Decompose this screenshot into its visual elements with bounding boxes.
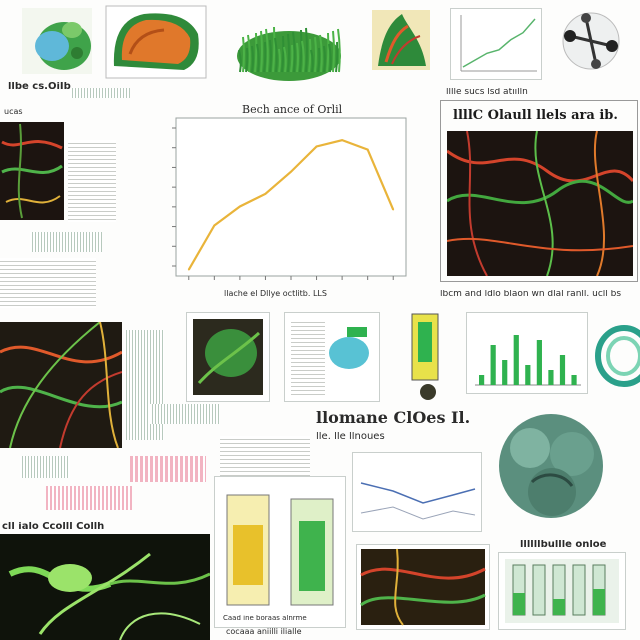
bar [490, 345, 496, 385]
bar [525, 365, 531, 385]
data-point [366, 148, 369, 151]
grass-blade [296, 42, 299, 73]
grass-blade [314, 36, 317, 73]
data-point [264, 193, 267, 195]
collage-bar-strip-pink [130, 456, 206, 482]
grass-blade [292, 31, 296, 73]
grass-blade [245, 47, 249, 73]
bar [559, 355, 566, 385]
data-point [341, 139, 343, 141]
collage-thumb-mini-line-chart [450, 8, 542, 80]
collage-bar-strip-left [30, 232, 102, 252]
grass-blade [281, 35, 285, 73]
grass-blade [317, 47, 321, 73]
collage-photo-roots-left [0, 122, 64, 220]
grass-blade [242, 36, 245, 73]
collage-thumb-leaf-frame [186, 312, 270, 402]
grass-blade [335, 41, 339, 73]
center-chart-title: Bech ance of Orlil [242, 104, 343, 115]
bottom-center-caption: Caad ine boraas alnrme [223, 615, 307, 622]
bottom-left-label: cll ialo Ccolll Collh [2, 522, 105, 532]
collage-thumb-green-grass-mound [232, 6, 346, 82]
mid-title: llomane ClOes Il. [316, 410, 471, 426]
mini-series-line [462, 18, 536, 68]
collage-strip-top [70, 88, 130, 98]
data-point [213, 224, 216, 227]
right-header: lllle sucs lsd atiilln [446, 88, 528, 97]
right-panel-title: llllC Olaull llels ara ib. [453, 109, 618, 122]
collage-bar-strip-lower [46, 486, 132, 510]
collage-bar-strip-center [150, 404, 220, 424]
grass-blade [323, 45, 326, 73]
collage-text-block-left-2 [0, 258, 96, 308]
line-chart [150, 112, 420, 292]
bar [571, 375, 577, 385]
right-panel: llllC Olaull llels ara ib. [440, 100, 638, 282]
bar [502, 360, 508, 385]
grass-blade [290, 44, 294, 73]
data-point [187, 268, 190, 271]
collage-thumb-plant-colored [368, 6, 434, 74]
collage-figure-bottom-center: Caad ine boraas alnrme [214, 476, 346, 628]
grass-blade [337, 28, 341, 73]
collage-photo-green-neurons [0, 534, 210, 640]
collage-thumb-molecule [556, 6, 626, 76]
bottom-right-label: llllllbullle onloe [520, 540, 607, 550]
collage-photo-roots-mid-left [0, 322, 122, 448]
grass-blade [299, 29, 303, 73]
grass-blade [265, 28, 269, 73]
grass-blade [328, 43, 332, 73]
collage-thumb-green-torus [594, 316, 640, 398]
data-point [315, 145, 318, 148]
grass-blade [274, 37, 278, 73]
collage-text-block-left [68, 140, 116, 222]
grass-blade [283, 46, 287, 73]
grass-blade [251, 45, 254, 73]
chart-plot-area [175, 117, 407, 277]
grass-blade [310, 49, 314, 73]
data-point [290, 170, 292, 173]
collage-thumb-sparkline [352, 452, 482, 532]
collage-thumb-test-tubes [498, 552, 626, 630]
data-point [392, 208, 395, 211]
bar [536, 340, 542, 385]
grass-blade [256, 43, 260, 73]
collage-bar-strip-lower-left [20, 456, 70, 478]
bottom-strip-caption: cocaaa aniilli ilialle [226, 628, 302, 636]
grass-blade [326, 32, 330, 73]
bar-chart-thumb [466, 312, 588, 394]
grass-blade [254, 32, 258, 73]
grass-blade [269, 39, 272, 73]
collage-photo-roots-bottom [356, 544, 490, 630]
grass-blade [287, 33, 290, 73]
collage-thumb-leafy-tree [492, 402, 610, 532]
grass-blade [301, 40, 305, 73]
grass-blade [305, 27, 308, 73]
grass-blade [278, 48, 281, 73]
collage-thumb-document [284, 312, 380, 402]
grass-blade [332, 30, 335, 73]
mid-subtitle: lle. lle llnoues [316, 432, 385, 442]
collage-thumb-leaf-blue-blob [22, 8, 92, 74]
grass-blade [260, 30, 263, 73]
center-chart-xlabel: llache el Dllye octlitb. LLS [224, 290, 327, 298]
bar [479, 375, 485, 385]
data-point [239, 205, 241, 208]
collage-thumb-yellow-tube [406, 312, 444, 402]
collage-thumb-orange-cell [104, 4, 208, 80]
grass-blade [263, 41, 267, 73]
bar [548, 370, 554, 385]
grass-blade [272, 26, 276, 73]
right-photo-caption: lbcm and ldlo blaon wn dlal ranll. ucll … [440, 290, 622, 299]
grass-blade [238, 49, 242, 73]
top-left-caption: llbe cs.OiIb [8, 82, 71, 92]
left-small-caption: ucas [4, 108, 23, 116]
grass-blade [247, 34, 251, 73]
grass-blade [319, 34, 323, 73]
grass-blade [308, 38, 312, 73]
bar [513, 335, 519, 385]
